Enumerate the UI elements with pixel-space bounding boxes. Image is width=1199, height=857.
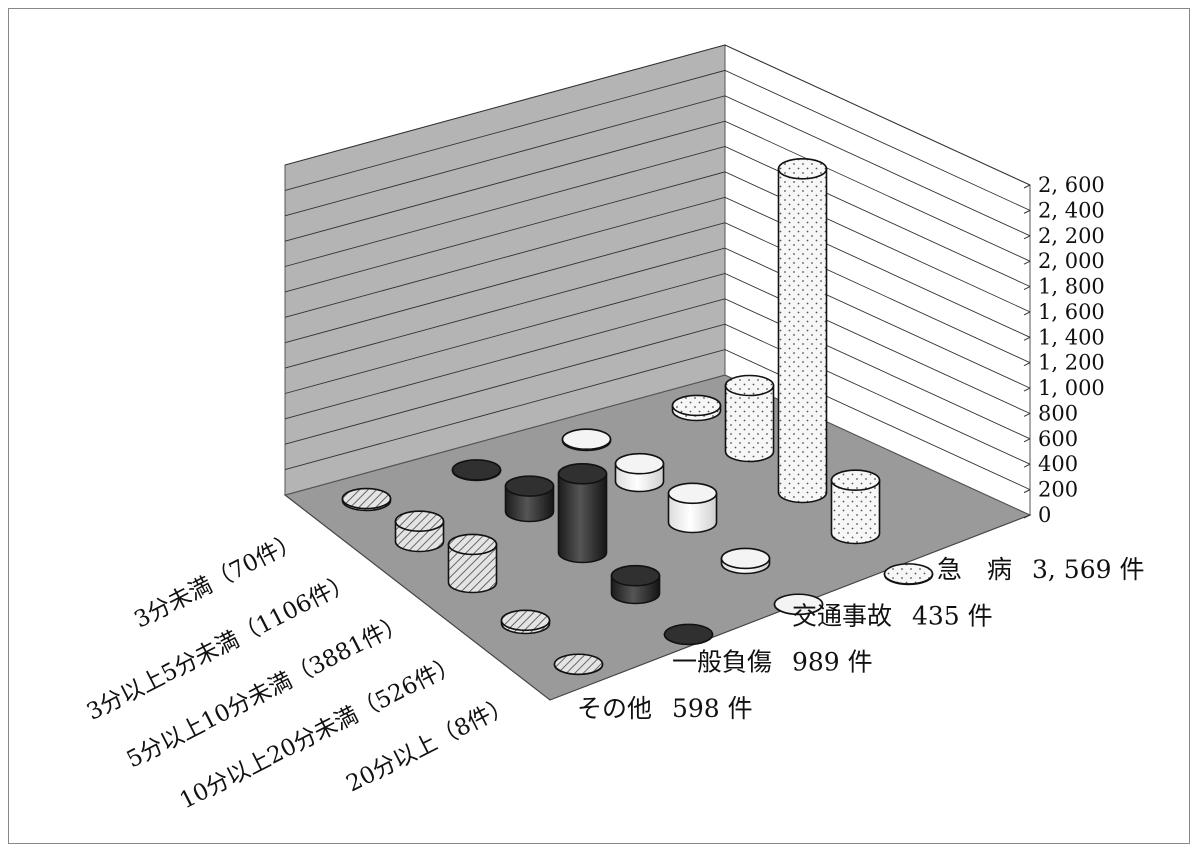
z-tick-label: 1, 200: [1038, 351, 1105, 375]
gridline: [284, 120, 1031, 262]
bar-cylinder-top: [557, 463, 608, 485]
bar-cylinder: [724, 374, 775, 463]
z-tick-label: 2, 000: [1038, 249, 1105, 273]
bar-cylinder-top: [447, 533, 498, 556]
bar-cylinder: [777, 158, 828, 504]
z-tick-label: 2, 400: [1038, 198, 1105, 222]
series-label: その他: [577, 694, 652, 723]
series-total-label: 598 件: [672, 694, 753, 723]
z-tick-mark: [1023, 387, 1031, 392]
bar-cylinder-top: [500, 609, 551, 632]
z-tick-label: 2, 600: [1038, 173, 1105, 197]
z-tick-mark: [1023, 311, 1031, 316]
z-tick-label: 400: [1038, 452, 1078, 476]
gridline: [284, 196, 1031, 338]
chart-border: [8, 8, 1190, 844]
bar-cylinder-top: [394, 510, 445, 532]
series-label: 急 病: [937, 555, 1012, 584]
bar-cylinder-body: [830, 479, 881, 545]
gridline: [284, 349, 1031, 491]
bar-cylinder-body: [667, 492, 718, 534]
series-label: 交通事故: [792, 601, 892, 630]
bar-cylinder: [561, 428, 612, 452]
gridline: [284, 298, 1031, 440]
bar-cylinder: [451, 459, 502, 482]
bar-cylinder-body: [557, 473, 608, 564]
bar-cylinder-top: [773, 593, 824, 616]
z-tick-label: 1, 000: [1038, 376, 1105, 400]
bar-cylinder-top: [663, 623, 714, 646]
z-tick-mark: [1023, 489, 1031, 494]
bar-cylinder-top: [720, 547, 771, 570]
z-tick-mark: [1023, 336, 1031, 341]
series-label: 一般負傷: [672, 648, 772, 677]
z-tick-label: 2, 200: [1038, 224, 1105, 248]
z-tick-label: 1, 400: [1038, 325, 1105, 349]
bar-cylinder-top: [777, 158, 828, 180]
bar-cylinder-top: [614, 452, 665, 475]
bar-cylinder: [447, 533, 498, 594]
z-tick-mark: [1023, 463, 1031, 468]
bar-cylinder: [553, 653, 604, 676]
bar-cylinder-body: [447, 543, 498, 594]
bar-cylinder: [504, 475, 555, 523]
z-tick-label: 200: [1038, 478, 1078, 502]
bar-cylinder: [667, 482, 718, 534]
bar-cylinder-body: [724, 384, 775, 463]
bar-cylinder-top: [504, 475, 555, 497]
z-tick-label: 1, 800: [1038, 275, 1105, 299]
bar-cylinder-top: [561, 428, 612, 451]
z-tick-mark: [1023, 438, 1031, 443]
bar-cylinder: [671, 394, 722, 422]
z-tick-mark: [1023, 413, 1031, 417]
series-total-label: 435 件: [912, 601, 993, 630]
z-tick-label: 1, 600: [1038, 300, 1105, 324]
gridline: [284, 247, 1031, 389]
bar-cylinder: [720, 547, 771, 575]
z-tick-label: 800: [1038, 401, 1078, 425]
z-tick-mark: [1023, 235, 1031, 240]
bar-cylinder: [773, 593, 824, 616]
bar-cylinder: [614, 452, 665, 493]
bar-cylinder-top: [724, 374, 775, 397]
z-tick-mark: [1023, 286, 1031, 290]
z-tick-mark: [1023, 209, 1031, 214]
bar-cylinder: [394, 510, 445, 553]
gridline: [284, 95, 1031, 237]
series-total-label: 3, 569 件: [1032, 555, 1144, 584]
bar-cylinder: [557, 463, 608, 564]
z-tick-mark: [1023, 362, 1031, 367]
bar-cylinder-top: [610, 564, 661, 587]
bar-cylinder-top: [883, 563, 934, 585]
gridline: [284, 69, 1031, 211]
bar-cylinder-top: [341, 487, 392, 510]
z-tick-mark: [1023, 260, 1031, 265]
bar-cylinder-top: [667, 482, 718, 505]
z-tick-label: 0: [1038, 503, 1051, 527]
gridline: [284, 273, 1031, 414]
gridline: [284, 222, 1031, 364]
series-total-label: 989 件: [792, 648, 873, 677]
bar-cylinder: [663, 623, 714, 646]
gridline: [284, 44, 1031, 186]
bar-cylinder: [500, 609, 551, 635]
bar-cylinder-top: [451, 459, 502, 481]
gridline: [284, 323, 1031, 465]
bar-cylinder-top: [671, 394, 722, 417]
bar-cylinder: [610, 564, 661, 605]
gridline: [284, 171, 1031, 313]
gridline: [284, 146, 1031, 287]
bar-cylinder-top: [830, 469, 881, 491]
bar-cylinder-top: [553, 653, 604, 676]
bar-cylinder-body: [777, 168, 828, 504]
bar-cylinder: [830, 469, 881, 545]
z-tick-mark: [1023, 184, 1031, 189]
z-tick-label: 600: [1038, 427, 1078, 451]
bar-cylinder: [341, 487, 392, 512]
z-tick-mark: [1023, 514, 1031, 519]
bar-cylinder: [883, 563, 934, 586]
